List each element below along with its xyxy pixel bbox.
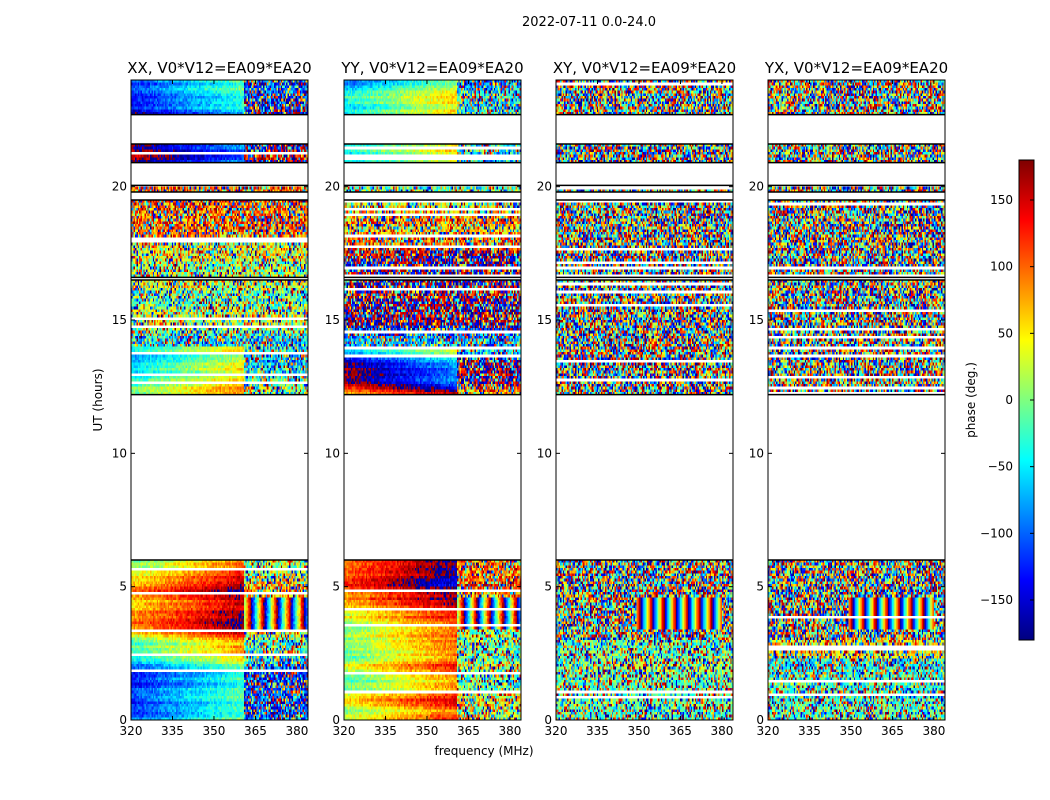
panel-title: YX, V0*V12=EA09*EA20 — [764, 59, 948, 77]
phase-heatmap — [556, 80, 733, 720]
phase-heatmap — [344, 80, 521, 720]
colorbar-tick-label: −150 — [980, 593, 1013, 607]
colorbar-tick-label: 100 — [990, 260, 1013, 274]
y-tick-label: 20 — [112, 180, 127, 194]
panel-frame — [767, 79, 946, 721]
x-tick-label: 365 — [881, 724, 904, 738]
y-tick-label: 5 — [756, 580, 764, 594]
x-tick-label: 350 — [203, 724, 226, 738]
colorbar-tick-label: 150 — [990, 193, 1013, 207]
x-tick-label: 365 — [669, 724, 692, 738]
panel-frame — [130, 79, 309, 721]
y-tick-label: 10 — [325, 446, 340, 460]
y-tick-label: 20 — [537, 180, 552, 194]
y-tick-label: 15 — [112, 313, 127, 327]
panel-title: XX, V0*V12=EA09*EA20 — [127, 59, 311, 77]
x-tick-label: 320 — [545, 724, 568, 738]
y-tick-label: 0 — [332, 713, 340, 727]
x-tick-label: 320 — [120, 724, 143, 738]
panels: XX, V0*V12=EA09*EA20 320 335 350 365 380 0 5 10 1… — [112, 59, 948, 738]
y-tick-label: 20 — [325, 180, 340, 194]
y-tick-label: 0 — [756, 713, 764, 727]
x-tick-label: 365 — [457, 724, 480, 738]
y-tick-label: 5 — [119, 580, 127, 594]
colorbar-gradient — [1019, 160, 1034, 640]
phase-heatmap — [768, 80, 945, 720]
panel-yy: YY, V0*V12=EA09*EA20 320 335 350 365 380 0 5 10 1… — [325, 59, 524, 738]
phase-heatmap — [131, 80, 308, 720]
panel-frame — [343, 79, 522, 721]
colorbar-tick-label: 0 — [1005, 393, 1013, 407]
x-tick-label: 350 — [416, 724, 439, 738]
y-tick-label: 0 — [544, 713, 552, 727]
panel-title: XY, V0*V12=EA09*EA20 — [553, 59, 736, 77]
panel-xx: XX, V0*V12=EA09*EA20 320 335 350 365 380 0 5 10 1… — [112, 59, 312, 738]
y-tick-label: 5 — [332, 580, 340, 594]
x-tick-label: 335 — [161, 724, 184, 738]
x-tick-label: 350 — [840, 724, 863, 738]
x-tick-label: 335 — [798, 724, 821, 738]
x-axis-label: frequency (MHz) — [434, 744, 533, 758]
y-tick-label: 15 — [537, 313, 552, 327]
panel-yx: YX, V0*V12=EA09*EA20 320 335 350 365 380 0 5 10 1… — [749, 59, 948, 738]
y-tick-label: 20 — [749, 180, 764, 194]
figure-suptitle: 2022-07-11 0.0-24.0 — [522, 15, 656, 30]
y-axis-label: UT (hours) — [91, 368, 105, 431]
x-tick-label: 320 — [333, 724, 356, 738]
colorbar-tick-label: 50 — [998, 326, 1013, 340]
colorbar-tick-label: −100 — [980, 526, 1013, 540]
y-tick-label: 0 — [119, 713, 127, 727]
x-tick-label: 380 — [285, 724, 308, 738]
colorbar-label: phase (deg.) — [964, 362, 978, 438]
y-tick-label: 15 — [749, 313, 764, 327]
x-tick-label: 320 — [757, 724, 780, 738]
x-tick-label: 380 — [922, 724, 945, 738]
x-tick-label: 380 — [498, 724, 521, 738]
y-tick-label: 10 — [749, 446, 764, 460]
y-tick-label: 15 — [325, 313, 340, 327]
y-tick-label: 5 — [544, 580, 552, 594]
panel-frame — [555, 79, 734, 721]
colorbar-tick-label: −50 — [988, 460, 1013, 474]
panel-title: YY, V0*V12=EA09*EA20 — [340, 59, 523, 77]
x-tick-label: 350 — [628, 724, 651, 738]
x-tick-label: 380 — [710, 724, 733, 738]
y-tick-label: 10 — [112, 446, 127, 460]
panel-xy: XY, V0*V12=EA09*EA20 320 335 350 365 380 0 5 10 1… — [537, 59, 736, 738]
x-tick-label: 365 — [244, 724, 267, 738]
x-tick-label: 335 — [374, 724, 397, 738]
colorbar: 150 100 50 0 −50 −100 −150 — [980, 159, 1035, 641]
y-tick-label: 10 — [537, 446, 552, 460]
x-tick-label: 335 — [586, 724, 609, 738]
